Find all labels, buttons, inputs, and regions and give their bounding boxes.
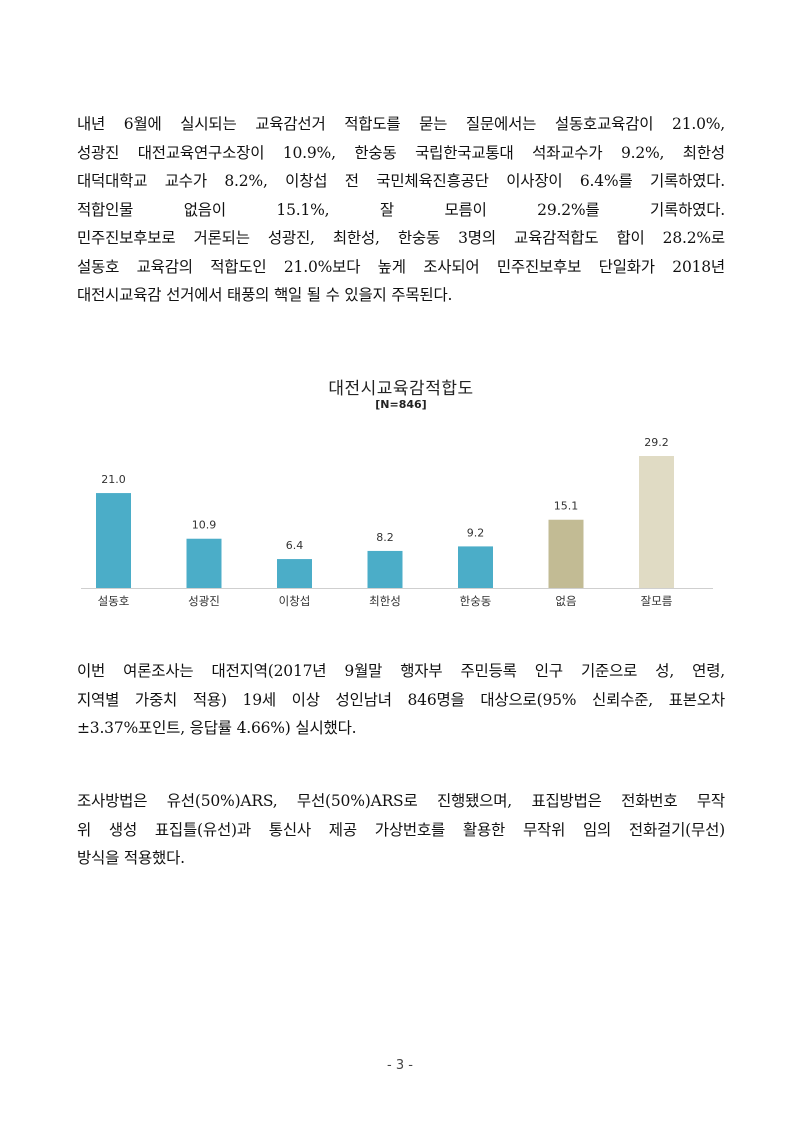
paragraph-line: 대전시교육감 선거에서 태풍의 핵일 될 수 있을지 주목된다. <box>77 286 453 304</box>
paragraph-candidate-results: 내년 6월에 실시되는 교육감선거 적합도를 묻는 질문에서는 설동호교육감이 … <box>77 110 725 310</box>
paragraph-line: 위 생성 표집틀(유선)과 통신사 제공 가상번호를 활용한 무작위 임의 전화… <box>77 820 725 839</box>
chart-subtitle: [N=846] <box>375 398 427 411</box>
bar <box>639 456 674 588</box>
paragraph-line: 성광진 대전교육연구소장이 10.9%, 한숭동 국립한국교통대 석좌교수가 9… <box>77 143 725 162</box>
bar <box>367 550 403 588</box>
bar <box>186 538 222 588</box>
paragraph-line: ±3.37%포인트, 응답률 4.66%) 실시했다. <box>77 719 357 737</box>
bar-chart: 대전시교육감적합도 [N=846] 21.0 설동호 10.9 성광진 6.4 이창섭 8.… <box>77 370 725 625</box>
paragraph-line: 조사방법은 유선(50%)ARS, 무선(50%)ARS로 진행됐으며, 표집방… <box>77 792 725 810</box>
x-tick-label: 잘모름 <box>641 594 673 608</box>
x-tick-label: 이창섭 <box>279 594 311 608</box>
paragraph-line: 대덕대학교 교수가 8.2%, 이창섭 전 국민체육진흥공단 이사장이 6.4%… <box>77 172 725 190</box>
paragraph-line: 방식을 적용했다. <box>77 849 185 867</box>
x-tick-label: 설동호 <box>98 594 130 608</box>
data-label: 9.2 <box>467 526 485 539</box>
data-label: 21.0 <box>101 473 126 486</box>
paragraph-survey-method: 조사방법은 유선(50%)ARS, 무선(50%)ARS로 진행됐으며, 표집방… <box>77 787 725 873</box>
page-number: - 3 - <box>387 1058 413 1073</box>
paragraph-line: 내년 6월에 실시되는 교육감선거 적합도를 묻는 질문에서는 설동호교육감이 … <box>77 115 725 133</box>
paragraph-line: 지역별 가중치 적용) 19세 이상 성인남녀 846명을 대상으로(95% 신… <box>77 690 725 709</box>
chart-plot-area: 21.0 설동호 10.9 성광진 6.4 이창섭 8.2 최한성 9.2 한숭동 15.1 없음 29… <box>81 436 713 608</box>
x-tick-label: 최한성 <box>369 594 401 608</box>
x-tick-label: 한숭동 <box>460 594 492 608</box>
paragraph-survey-sample: 이번 여론조사는 대전지역(2017년 9월말 행자부 주민등록 인구 기준으로… <box>77 657 725 743</box>
bar <box>96 493 131 588</box>
x-tick-label: 성광진 <box>188 594 220 608</box>
bar <box>277 559 312 588</box>
bar <box>458 546 493 588</box>
paragraph-line: 민주진보후보로 거론되는 성광진, 최한성, 한숭동 3명의 교육감적합도 합이… <box>77 229 725 247</box>
data-label: 6.4 <box>286 539 304 552</box>
chart-title: 대전시교육감적합도 <box>328 379 474 399</box>
x-tick-label: 없음 <box>555 594 576 608</box>
data-label: 15.1 <box>554 500 579 513</box>
paragraph-line: 적합인물 없음이 15.1%, 잘 모름이 29.2%를 기록하였다. <box>77 200 725 219</box>
bar <box>548 519 584 588</box>
paragraph-line: 설동호 교육감의 적합도인 21.0%보다 높게 조사되어 민주진보후보 단일화… <box>77 257 725 276</box>
paragraph-line: 이번 여론조사는 대전지역(2017년 9월말 행자부 주민등록 인구 기준으로… <box>77 662 725 680</box>
data-label: 8.2 <box>376 531 394 544</box>
data-label: 10.9 <box>192 519 217 532</box>
data-label: 29.2 <box>644 436 669 449</box>
